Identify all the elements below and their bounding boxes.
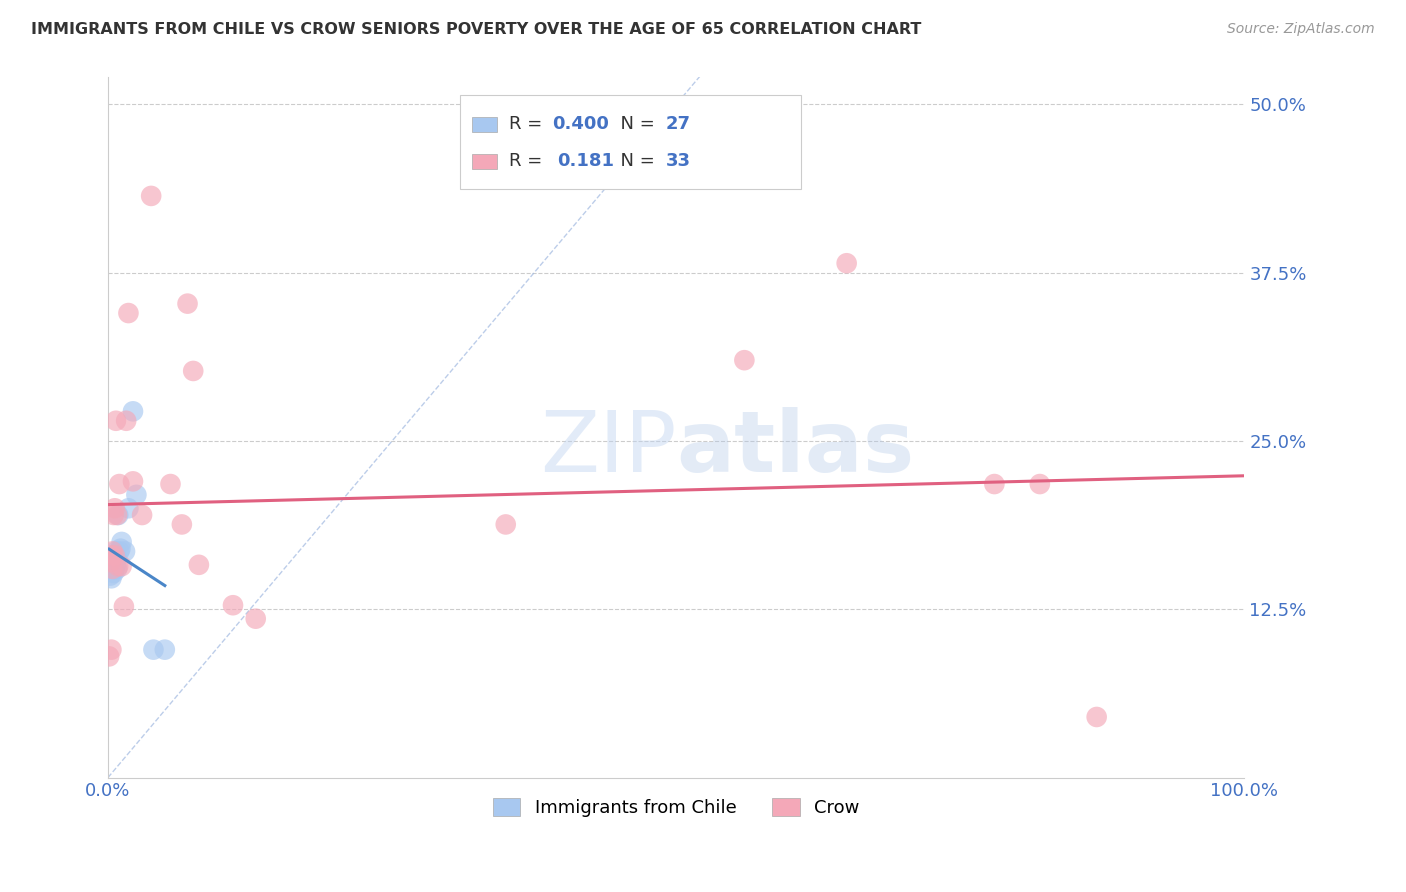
Point bbox=[101, 562, 124, 576]
Point bbox=[104, 562, 127, 576]
Text: atlas: atlas bbox=[676, 407, 914, 490]
Point bbox=[131, 508, 153, 522]
Text: Source: ZipAtlas.com: Source: ZipAtlas.com bbox=[1227, 22, 1375, 37]
Point bbox=[105, 551, 128, 566]
Text: N =: N = bbox=[609, 153, 661, 170]
Point bbox=[107, 508, 129, 522]
Point bbox=[104, 414, 127, 428]
Point bbox=[103, 566, 125, 580]
Text: N =: N = bbox=[609, 115, 661, 133]
Point bbox=[105, 508, 128, 522]
Point bbox=[122, 475, 145, 489]
Point bbox=[187, 558, 209, 572]
Point bbox=[983, 477, 1005, 491]
Point bbox=[122, 404, 145, 418]
Point bbox=[1085, 710, 1108, 724]
Point bbox=[103, 549, 125, 563]
Point bbox=[108, 477, 131, 491]
Point bbox=[117, 306, 139, 320]
Point bbox=[495, 517, 517, 532]
Point bbox=[104, 549, 127, 563]
Text: 27: 27 bbox=[666, 115, 690, 133]
Point bbox=[176, 296, 198, 310]
Text: ZIP: ZIP bbox=[540, 407, 676, 490]
Point bbox=[111, 535, 134, 549]
Point bbox=[733, 353, 755, 368]
Point bbox=[141, 189, 163, 203]
Point bbox=[125, 488, 148, 502]
Point bbox=[115, 414, 138, 428]
Point bbox=[111, 559, 134, 574]
Point bbox=[222, 599, 245, 613]
Point bbox=[245, 612, 267, 626]
Point bbox=[105, 562, 128, 576]
Point bbox=[100, 549, 122, 563]
Text: IMMIGRANTS FROM CHILE VS CROW SENIORS POVERTY OVER THE AGE OF 65 CORRELATION CHA: IMMIGRANTS FROM CHILE VS CROW SENIORS PO… bbox=[31, 22, 921, 37]
Point bbox=[104, 544, 127, 558]
Text: R =: R = bbox=[509, 153, 554, 170]
Point bbox=[112, 599, 135, 614]
Point bbox=[107, 559, 129, 574]
Point bbox=[159, 477, 181, 491]
Point bbox=[104, 501, 127, 516]
Point bbox=[103, 558, 125, 572]
Point bbox=[100, 571, 122, 585]
Point bbox=[98, 555, 121, 569]
Point bbox=[100, 552, 122, 566]
Text: 33: 33 bbox=[666, 153, 690, 170]
Point bbox=[104, 558, 127, 572]
Point bbox=[170, 517, 193, 532]
Point bbox=[108, 544, 131, 558]
FancyBboxPatch shape bbox=[460, 95, 801, 189]
Point bbox=[101, 562, 124, 576]
Point bbox=[114, 544, 136, 558]
Bar bbox=[471, 153, 496, 169]
Point bbox=[153, 642, 176, 657]
Point bbox=[1029, 477, 1052, 491]
Point bbox=[98, 562, 121, 576]
Text: 0.181: 0.181 bbox=[557, 153, 614, 170]
Text: R =: R = bbox=[509, 115, 548, 133]
Point bbox=[100, 558, 122, 572]
Point bbox=[100, 642, 122, 657]
Text: 0.400: 0.400 bbox=[553, 115, 609, 133]
Legend: Immigrants from Chile, Crow: Immigrants from Chile, Crow bbox=[486, 790, 866, 824]
Point bbox=[835, 256, 858, 270]
Point bbox=[142, 642, 165, 657]
Bar bbox=[471, 117, 496, 132]
Point bbox=[181, 364, 204, 378]
Point bbox=[98, 555, 121, 569]
Point bbox=[98, 649, 121, 664]
Point bbox=[117, 501, 139, 516]
Point bbox=[101, 551, 124, 566]
Point bbox=[101, 544, 124, 558]
Point bbox=[103, 508, 125, 522]
Point bbox=[110, 541, 132, 556]
Point bbox=[98, 568, 121, 582]
Point bbox=[104, 552, 127, 566]
